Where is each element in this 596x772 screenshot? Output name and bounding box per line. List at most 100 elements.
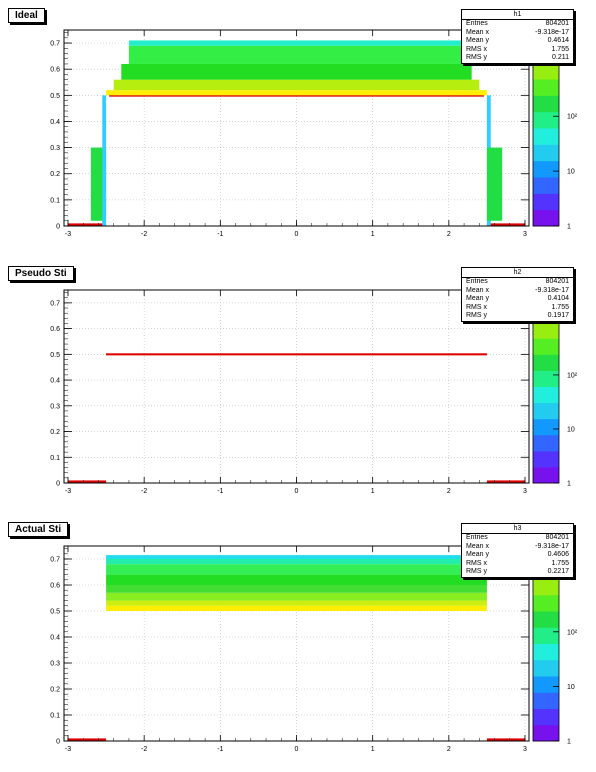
stats-row: RMS x 1.755	[462, 304, 573, 313]
palette-cell	[533, 209, 559, 227]
z-tick-label: 10²	[567, 114, 578, 121]
x-tick-label: 2	[447, 231, 451, 238]
palette-cell	[533, 692, 559, 709]
x-tick-label: 3	[523, 231, 527, 238]
data-band	[106, 574, 487, 585]
data-band	[106, 592, 487, 601]
stats-value: -9.318e-17	[535, 286, 569, 294]
data-band	[486, 147, 503, 221]
stats-name: h1	[462, 10, 573, 20]
y-tick-label: 0.7	[50, 300, 60, 307]
palette-cell	[533, 338, 559, 355]
stats-label: Mean y	[466, 295, 489, 303]
palette-cell	[533, 144, 559, 162]
data-band	[106, 90, 487, 96]
y-tick-label: 0.1	[50, 197, 60, 204]
stats-label: RMS y	[466, 54, 487, 62]
data-band	[106, 353, 487, 356]
y-tick-label: 0	[56, 739, 60, 746]
palette-cell	[533, 627, 559, 644]
stats-label: RMS x	[466, 303, 487, 311]
stats-box-h2: h2 Entries 804201 Mean x -9.318e-17 Mean y…	[461, 267, 574, 322]
x-tick-label: 0	[295, 488, 299, 495]
palette-cell	[533, 354, 559, 371]
stats-value: 804201	[545, 534, 569, 541]
stats-row: Entries 804201	[462, 278, 573, 287]
palette-cell	[533, 95, 559, 113]
y-tick-label: 0.3	[50, 661, 60, 668]
pad-title-ideal: Ideal	[8, 8, 45, 23]
y-tick-label: 0.6	[50, 326, 60, 333]
stats-row: RMS x 1.755	[462, 560, 573, 569]
stats-row: Mean x -9.318e-17	[462, 287, 573, 296]
x-tick-label: -2	[141, 746, 147, 753]
y-tick-label: 0.1	[50, 455, 60, 462]
histogram-2: -3 -2 -1 0 1 2 3 0 0.1 0.2 0.3 0.4 0.5 0.6 0.7 1 10 10²	[50, 289, 578, 495]
z-tick-label: 10	[567, 169, 575, 176]
x-tick-label: -2	[141, 231, 147, 238]
stats-row: RMS y 0.1917	[462, 312, 573, 321]
y-tick-label: 0.4	[50, 119, 60, 126]
z-tick-label: 10²	[567, 372, 578, 379]
x-tick-label: -1	[217, 746, 223, 753]
stats-name: h2	[462, 268, 573, 278]
stats-label: Mean x	[466, 286, 489, 294]
palette-cell	[533, 128, 559, 145]
stats-row: Mean y 0.4614	[462, 37, 573, 46]
data-band	[68, 223, 107, 226]
stats-value: 0.211	[552, 54, 569, 62]
stats-value: 1.755	[551, 45, 569, 53]
data-band	[128, 40, 465, 46]
data-band	[486, 223, 525, 226]
stats-row: Mean x -9.318e-17	[462, 543, 573, 552]
y-tick-label: 0.2	[50, 171, 60, 178]
z-tick-label: 1	[567, 481, 571, 488]
stats-row: RMS y 0.2217	[462, 568, 573, 577]
stats-value: 1.755	[551, 303, 569, 311]
y-tick-label: 0	[56, 481, 60, 488]
stats-row: RMS y 0.211	[462, 54, 573, 63]
palette-cell	[533, 386, 559, 404]
data-band	[90, 147, 107, 221]
y-tick-label: 0.7	[50, 41, 60, 48]
stats-label: RMS y	[466, 568, 487, 576]
stats-value: 0.1917	[547, 312, 569, 320]
palette-cell	[533, 724, 559, 742]
palette-cell	[533, 79, 559, 96]
x-tick-label: 2	[447, 488, 451, 495]
data-band	[106, 600, 487, 606]
y-tick-label: 0.4	[50, 635, 60, 642]
stats-name: h3	[462, 524, 573, 534]
palette-cell	[533, 578, 559, 596]
y-tick-label: 0.1	[50, 713, 60, 720]
palette-cell	[533, 418, 559, 436]
data-band	[121, 63, 472, 80]
stats-value: 1.755	[551, 559, 569, 567]
palette-cell	[533, 708, 559, 726]
stats-label: Entries	[466, 534, 488, 541]
x-tick-label: -1	[217, 488, 223, 495]
x-tick-label: -3	[65, 746, 71, 753]
data-band	[68, 738, 107, 741]
palette-cell	[533, 160, 559, 178]
y-tick-label: 0.2	[50, 687, 60, 694]
stats-row: Mean y 0.4606	[462, 551, 573, 560]
x-tick-label: -1	[217, 231, 223, 238]
palette-cell	[533, 370, 559, 387]
stats-value: 804201	[545, 278, 569, 285]
stats-value: 804201	[545, 20, 569, 27]
stats-value: 0.4614	[547, 37, 569, 45]
data-band	[113, 79, 480, 91]
y-tick-label: 0	[56, 224, 60, 231]
data-band	[68, 480, 107, 483]
stats-box-h3: h3 Entries 804201 Mean x -9.318e-17 Mean y…	[461, 523, 574, 578]
stats-label: RMS y	[466, 312, 487, 320]
x-tick-label: -3	[65, 231, 71, 238]
y-tick-label: 0.2	[50, 429, 60, 436]
stats-row: Mean y 0.4104	[462, 295, 573, 304]
x-tick-label: -3	[65, 488, 71, 495]
palette-cell	[533, 402, 559, 420]
stats-value: -9.318e-17	[535, 542, 569, 550]
data-band	[106, 585, 487, 593]
x-tick-label: 0	[295, 231, 299, 238]
